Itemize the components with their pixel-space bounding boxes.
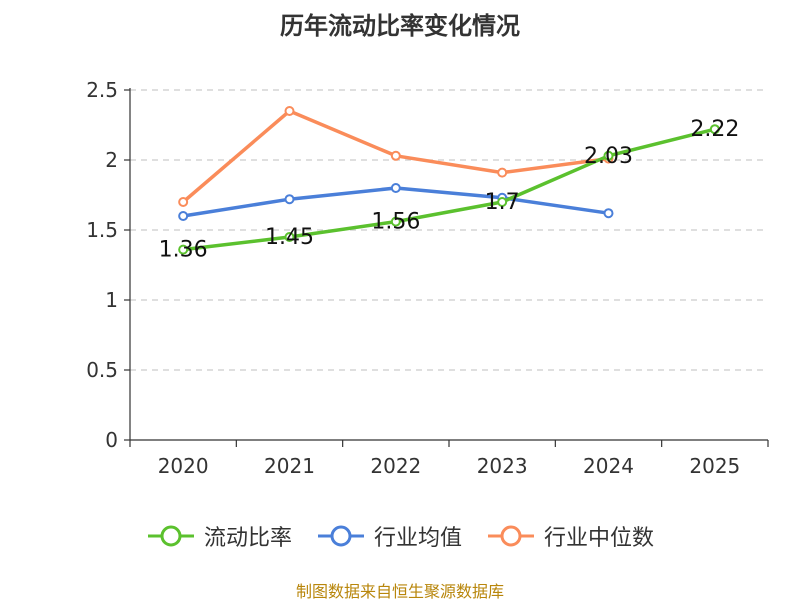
y-tick-label: 2 xyxy=(105,148,118,172)
y-tick-label: 0 xyxy=(105,428,118,452)
legend-marker-industry-mean xyxy=(317,525,364,547)
chart-title: 历年流动比率变化情况 xyxy=(280,12,520,40)
y-tick-label: 1 xyxy=(105,288,118,312)
series-point-0 xyxy=(709,124,720,135)
series-point-0 xyxy=(603,150,614,161)
data-label: 1.7 xyxy=(485,190,520,215)
series-line-0 xyxy=(182,127,716,252)
series-point-1 xyxy=(178,211,189,221)
x-tick-label: 2024 xyxy=(583,454,634,478)
series-point-1 xyxy=(390,183,401,193)
legend-label-industry-median: 行业中位数 xyxy=(544,526,655,551)
legend-label-current-ratio: 流动比率 xyxy=(203,526,292,551)
y-tick-label: 2.5 xyxy=(86,78,118,102)
series-point-1 xyxy=(284,194,295,205)
series-point-0 xyxy=(178,244,189,255)
y-tick-label: 1.5 xyxy=(86,218,118,242)
legend-marker-industry-median xyxy=(488,525,534,547)
legend-item-current-ratio[interactable]: 流动比率 xyxy=(146,520,292,552)
series-point-2 xyxy=(390,150,401,161)
series-point-2 xyxy=(497,167,508,178)
x-tick-label: 2022 xyxy=(370,454,421,478)
series-point-2 xyxy=(178,197,189,207)
legend-item-industry-median[interactable]: 行业中位数 xyxy=(486,520,654,552)
series-point-1 xyxy=(603,208,614,219)
data-label: 1.45 xyxy=(265,225,314,250)
x-tick-label: 2023 xyxy=(477,454,528,478)
series-point-2 xyxy=(284,106,295,116)
series-point-0 xyxy=(497,197,508,207)
data-label: 1.36 xyxy=(159,238,208,263)
x-tick-label: 2021 xyxy=(264,454,315,478)
data-label: 2.22 xyxy=(690,117,739,142)
x-tick-label: 2025 xyxy=(689,454,740,478)
data-source-note: 制图数据来自恒生聚源数据库 xyxy=(295,582,504,601)
series-point-0 xyxy=(390,216,401,227)
legend-label-industry-mean: 行业均值 xyxy=(373,526,462,551)
data-label: 1.56 xyxy=(371,210,420,235)
legend-marker-current-ratio xyxy=(147,525,194,547)
legend: 流动比率 行业均值 行业中位数 xyxy=(0,520,800,552)
y-tick-label: 0.5 xyxy=(86,358,118,382)
series-point-0 xyxy=(284,232,295,242)
legend-item-industry-mean[interactable]: 行业均值 xyxy=(316,520,462,552)
x-tick-label: 2020 xyxy=(158,454,209,478)
data-label: 2.03 xyxy=(584,144,633,169)
